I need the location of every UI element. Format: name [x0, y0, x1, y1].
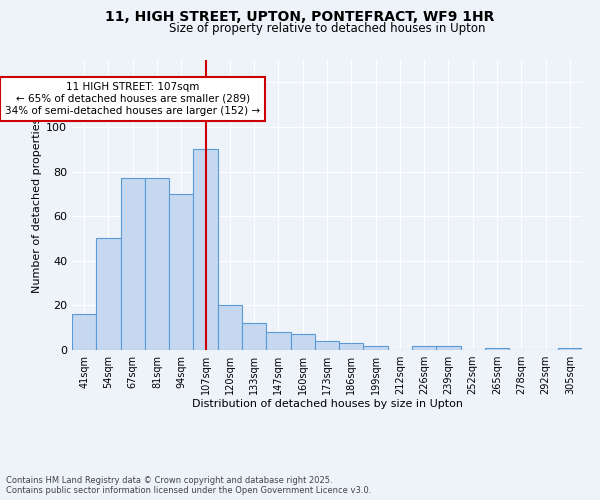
Bar [412, 346, 436, 350]
Bar [145, 178, 169, 350]
Y-axis label: Number of detached properties: Number of detached properties [32, 118, 42, 292]
Bar [339, 344, 364, 350]
Bar [436, 346, 461, 350]
Bar [266, 332, 290, 350]
Bar [290, 334, 315, 350]
Bar [169, 194, 193, 350]
Bar [218, 306, 242, 350]
X-axis label: Distribution of detached houses by size in Upton: Distribution of detached houses by size … [191, 398, 463, 408]
Bar [364, 346, 388, 350]
Bar [72, 314, 96, 350]
Text: Contains HM Land Registry data © Crown copyright and database right 2025.
Contai: Contains HM Land Registry data © Crown c… [6, 476, 371, 495]
Bar [558, 348, 582, 350]
Title: Size of property relative to detached houses in Upton: Size of property relative to detached ho… [169, 22, 485, 35]
Text: 11, HIGH STREET, UPTON, PONTEFRACT, WF9 1HR: 11, HIGH STREET, UPTON, PONTEFRACT, WF9 … [106, 10, 494, 24]
Bar [193, 149, 218, 350]
Bar [242, 323, 266, 350]
Bar [121, 178, 145, 350]
Bar [96, 238, 121, 350]
Bar [485, 348, 509, 350]
Text: 11 HIGH STREET: 107sqm
← 65% of detached houses are smaller (289)
34% of semi-de: 11 HIGH STREET: 107sqm ← 65% of detached… [5, 82, 260, 116]
Bar [315, 341, 339, 350]
